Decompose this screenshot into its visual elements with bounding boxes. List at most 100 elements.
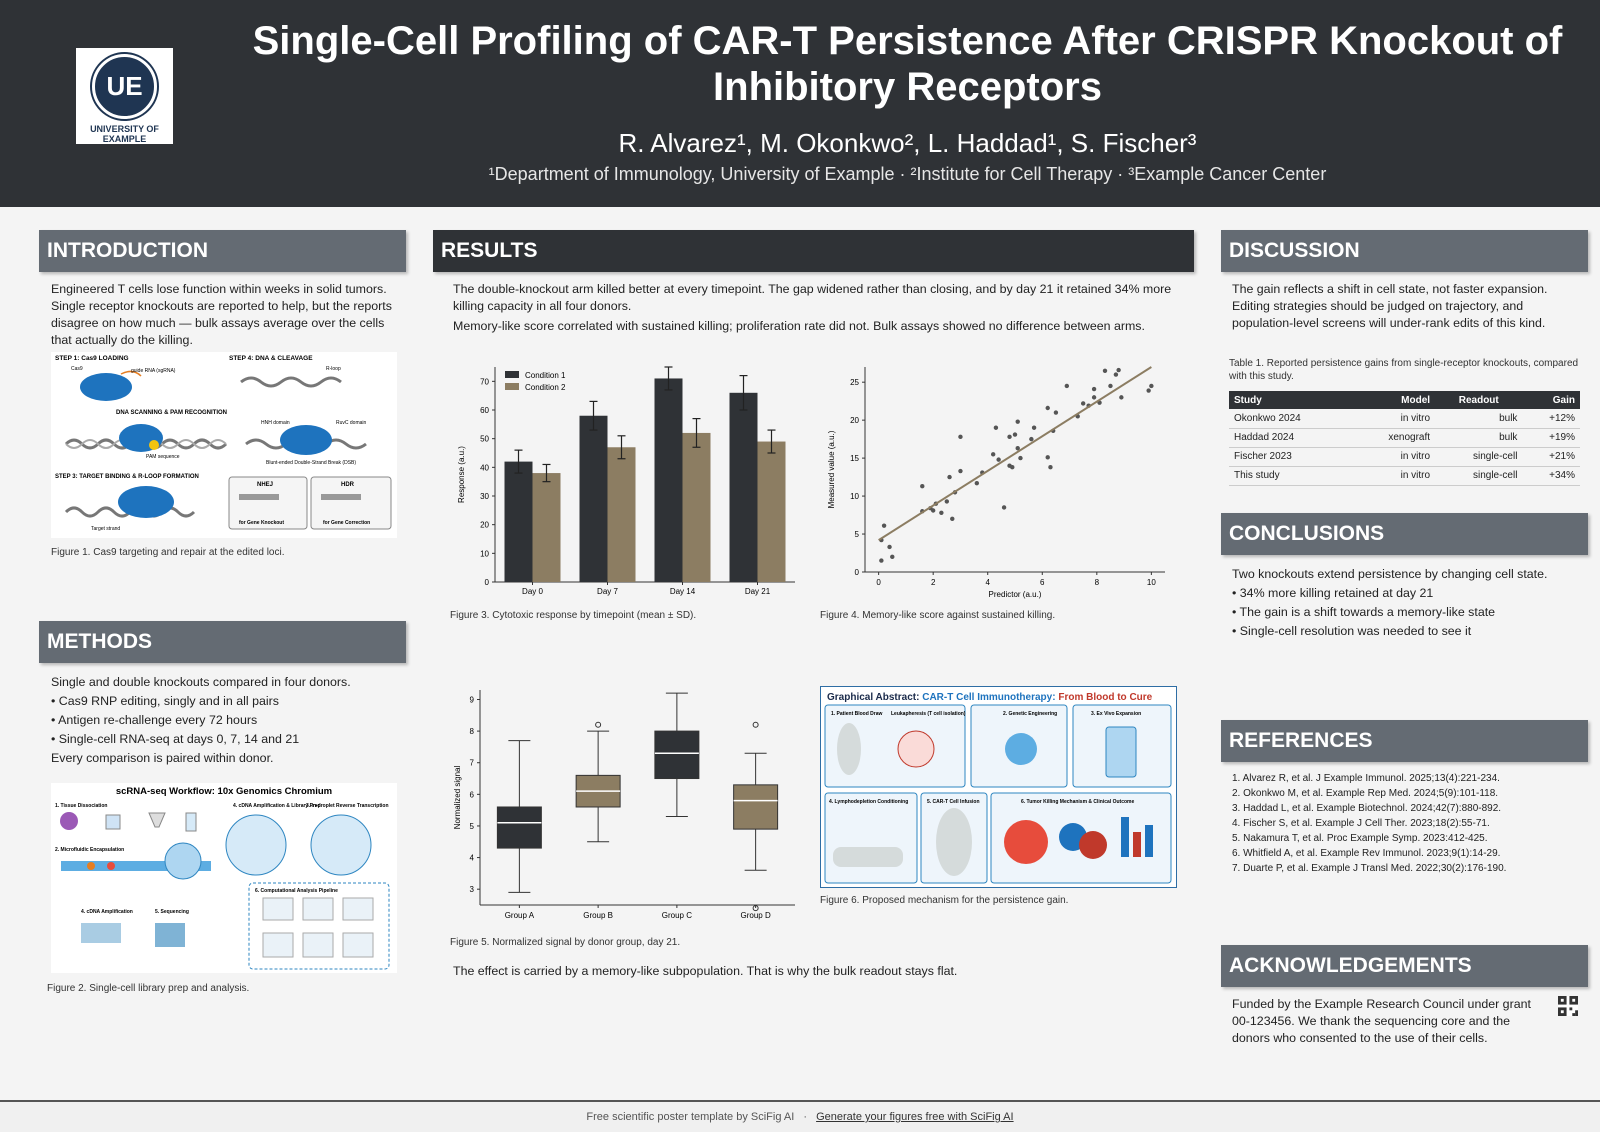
methods-bullet: • Antigen re-challenge every 72 hours [51,713,258,727]
y-tick-label: 7 [470,759,475,768]
scatter-point [1080,401,1086,406]
scatter-point [881,523,887,528]
scatter-point [950,516,955,522]
svg-text:DNA SCANNING & PAM RECOGNITION: DNA SCANNING & PAM RECOGNITION [116,410,227,416]
cell-study: Okonkwo 2024 [1229,409,1353,429]
x-tick-label: Day 21 [745,587,771,596]
table-row: Okonkwo 2024 in vitro bulk +12% [1229,409,1580,429]
reference-item: 3. Haddad L, et al. Example Biotechnol. … [1232,803,1502,814]
scatter-point [1091,395,1097,400]
methods-heading: METHODS [39,621,406,663]
bar [579,415,608,582]
introduction-text: Engineered T cells lose function within … [51,282,392,347]
x-tick-label: Group D [741,911,771,920]
x-tick-label: Group B [583,911,613,920]
svg-text:3. Ex Vivo Expansion: 3. Ex Vivo Expansion [1091,711,1141,717]
footer-link[interactable]: Generate your figures free with SciFig A… [816,1111,1014,1123]
scatter-point [1007,434,1012,440]
y-tick-label: 0 [855,568,860,577]
acknowledgements-text: Funded by the Example Research Council u… [1232,997,1531,1045]
svg-text:6. Computational Analysis Pipe: 6. Computational Analysis Pipeline [255,888,338,894]
reference-item: 7. Duarte P, et al. Example J Transl Med… [1232,863,1507,874]
y-tick-label: 5 [470,822,475,831]
x-tick-label: Day 7 [597,587,618,596]
cell-gain: +12% [1522,409,1580,429]
scatter-point [1031,425,1037,430]
scatter-point [1053,410,1059,415]
methods-tail: Every comparison is paired within donor. [51,751,274,765]
conclusions-bullet: • Single-cell resolution was needed to s… [1232,624,1472,638]
svg-text:2. Genetic Engineering: 2. Genetic Engineering [1003,711,1057,717]
box [496,806,542,849]
y-tick-label: 9 [470,695,475,704]
svg-text:STEP 4: DNA & CLEAVAGE: STEP 4: DNA & CLEAVAGE [229,355,313,362]
reference-item: 4. Fischer S, et al. Example J Cell Ther… [1232,818,1490,829]
legend-label: Condition 2 [525,383,566,392]
discussion-text: The gain reflects a shift in cell state,… [1232,282,1548,330]
bar [607,447,636,582]
reference-item: 2. Okonkwo M, et al. Example Rep Med. 20… [1232,788,1499,799]
table-1-caption: Table 1. Reported persistence gains from… [1229,358,1579,382]
y-tick-label: 20 [850,416,859,425]
svg-text:6. Tumor Killing Mechanism & C: 6. Tumor Killing Mechanism & Clinical Ou… [1021,799,1134,805]
outlier-point [595,721,602,728]
scatter-point [930,508,936,513]
y-tick-label: 60 [480,406,489,415]
cell-model: in vitro [1352,447,1436,467]
scatter-chart-svg: 0 5 10 15 20 25 0 2 4 6 8 10 Predictor (a.u.) Measure… [827,366,1165,599]
y-tick-label: 25 [850,378,859,387]
footer-separator: · [803,1111,808,1123]
y-tick-label: 50 [480,435,489,444]
bar [504,461,533,582]
svg-text:2. Microfluidic Encapsulation: 2. Microfluidic Encapsulation [55,847,124,853]
scatter-point [887,544,892,550]
svg-text:for Gene Correction: for Gene Correction [323,520,370,526]
svg-text:HDR: HDR [341,482,355,488]
methods-lead: Single and double knockouts compared in … [51,675,351,689]
col-gain: Gain [1522,391,1580,409]
svg-text:Target strand: Target strand [91,526,120,532]
x-tick-label: 2 [931,578,936,587]
logo-emblem: UE [92,54,157,119]
scatter-point [1045,455,1050,460]
svg-text:1. Tissue Dissociation: 1. Tissue Dissociation [55,803,107,809]
conclusions-lead: Two knockouts extend persistence by chan… [1232,567,1548,581]
qr-code-icon [1558,996,1578,1016]
reference-item: 5. Nakamura T, et al. Proc Example Symp.… [1232,833,1488,844]
cell-readout: bulk [1435,409,1523,429]
y-tick-label: 0 [485,578,490,587]
x-tick-label: Day 14 [670,587,696,596]
svg-text:RuvC domain: RuvC domain [336,420,367,426]
cell-readout: single-cell [1435,447,1523,467]
box [654,730,700,780]
cell-gain: +21% [1522,447,1580,467]
legend-label: Condition 1 [525,371,566,380]
cell-model: in vitro [1352,466,1436,486]
bar [682,432,711,582]
y-tick-label: 40 [480,463,489,472]
page-footer: Free scientific poster template by SciFi… [0,1100,1600,1132]
fit-line [878,366,1152,541]
legend-swatch [505,383,519,390]
scatter-point [1015,419,1020,424]
introduction-heading: INTRODUCTION [39,230,406,272]
scatter-point [993,425,999,430]
y-tick-label: 10 [850,492,859,501]
poster-header: UE UNIVERSITY OF EXAMPLE Single-Cell Pro… [0,0,1600,207]
svg-text:STEP 3: TARGET BINDING & R-LOO: STEP 3: TARGET BINDING & R-LOOP FORMATIO… [55,474,199,480]
bar-chart-svg: 0 10 20 30 40 50 60 70 Response (a.u.) Day 0 Day 7… [457,366,795,596]
references-list: 1. Alvarez R, et al. J Example Immunol. … [1232,771,1587,876]
scatter-point [1146,388,1151,393]
figure-3-bar-chart: 0 10 20 30 40 50 60 70 Response (a.u.) Day 0 Day 7… [450,357,808,602]
scatter-point [1102,368,1108,373]
svg-text:for Gene Knockout: for Gene Knockout [239,520,284,526]
scatter-point [944,499,950,504]
svg-text:R-loop: R-loop [326,366,341,372]
figure-2-scrnaseq-workflow: scRNA-seq Workflow: 10x Genomics Chromiu… [51,783,397,973]
cell-gain: +19% [1522,428,1580,448]
table-1: Study Model Readout Gain Okonkwo 2024 in… [1229,391,1580,486]
scatter-point [879,558,884,563]
discussion-heading: DISCUSSION [1221,230,1588,272]
svg-text:PAM sequence: PAM sequence [146,454,180,460]
col-readout: Readout [1435,391,1523,409]
